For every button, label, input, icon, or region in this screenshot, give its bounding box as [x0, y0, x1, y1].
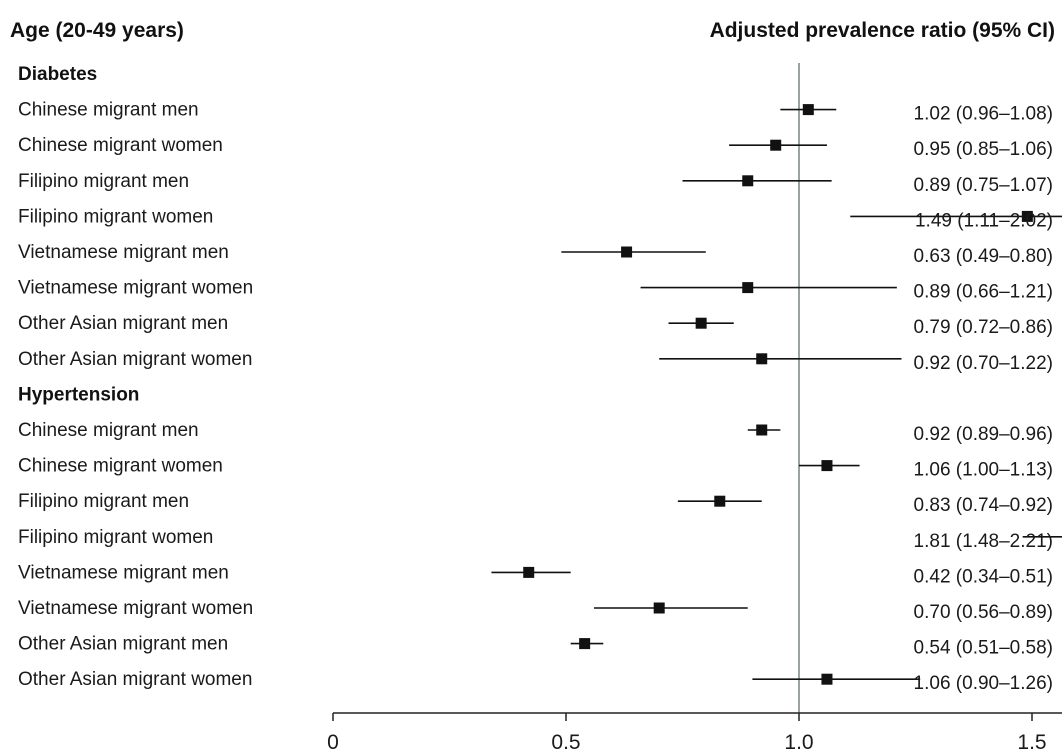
row-label: Other Asian migrant men	[18, 634, 228, 655]
x-axis-tick-label: 1.5	[1017, 731, 1046, 754]
point-estimate-marker	[742, 282, 754, 294]
point-estimate-marker	[802, 104, 814, 116]
header-age-group: Age (20-49 years)	[10, 19, 184, 42]
row-label: Chinese migrant men	[18, 420, 199, 441]
point-estimate-marker	[1021, 210, 1033, 222]
row-estimate-text: 0.79 (0.72–0.86)	[914, 317, 1053, 338]
point-estimate-marker	[756, 353, 768, 365]
row-estimate-text: 0.92 (0.89–0.96)	[914, 424, 1053, 445]
point-estimate-marker	[621, 246, 633, 258]
row-label: Filipino migrant women	[18, 206, 213, 227]
row-estimate-text: 1.06 (1.00–1.13)	[914, 460, 1053, 481]
point-estimate-marker	[523, 566, 535, 578]
row-estimate-text: 0.83 (0.74–0.92)	[914, 495, 1053, 516]
row-label: Vietnamese migrant men	[18, 242, 229, 263]
row-estimate-text: 0.89 (0.66–1.21)	[914, 282, 1053, 303]
point-estimate-marker	[821, 673, 833, 685]
row-estimate-text: 1.02 (0.96–1.08)	[914, 104, 1053, 125]
forest-rows: Diabetes Chinese migrant men 1.02 (0.96–1.…	[18, 64, 1062, 694]
point-estimate-marker	[770, 139, 782, 151]
point-estimate-marker	[742, 175, 754, 187]
row-label: Other Asian migrant women	[18, 669, 252, 690]
point-estimate-marker	[579, 638, 591, 650]
row-label: Filipino migrant men	[18, 171, 189, 192]
row-estimate-text: 1.49 (1.11–2.02)	[915, 210, 1053, 231]
group-heading-hypertension: Hypertension	[18, 384, 139, 405]
header-prevalence-ratio: Adjusted prevalence ratio (95% CI)	[710, 19, 1055, 42]
row-label: Other Asian migrant women	[18, 349, 252, 370]
x-axis: 00.51.01.52.0	[327, 712, 1062, 754]
row-label: Chinese migrant women	[18, 456, 223, 477]
row-estimate-text: 0.54 (0.51–0.58)	[914, 638, 1053, 659]
row-estimate-text: 0.92 (0.70–1.22)	[914, 353, 1053, 374]
row-estimate-text: 0.70 (0.56–0.89)	[914, 602, 1053, 623]
row-label: Chinese migrant women	[18, 135, 223, 156]
x-axis-tick-label: 1.0	[784, 731, 813, 754]
point-estimate-marker	[756, 424, 768, 436]
row-label: Vietnamese migrant men	[18, 562, 229, 583]
row-label: Vietnamese migrant women	[18, 278, 253, 299]
row-estimate-text: 0.95 (0.85–1.06)	[914, 139, 1053, 160]
row-estimate-text: 0.89 (0.75–1.07)	[914, 175, 1053, 196]
group-heading-diabetes: Diabetes	[18, 64, 97, 85]
row-estimate-text: 0.63 (0.49–0.80)	[914, 246, 1053, 267]
row-label: Vietnamese migrant women	[18, 598, 253, 619]
point-estimate-marker	[695, 317, 707, 329]
row-estimate-text: 0.42 (0.34–0.51)	[914, 566, 1053, 587]
point-estimate-marker	[653, 602, 665, 614]
row-label: Filipino migrant men	[18, 491, 189, 512]
x-axis-tick-label: 0.5	[551, 731, 580, 754]
row-label: Other Asian migrant men	[18, 313, 228, 334]
point-estimate-marker	[714, 495, 726, 507]
row-label: Filipino migrant women	[18, 527, 213, 548]
row-estimate-text: 1.81 (1.48–2.21)	[914, 531, 1053, 552]
point-estimate-marker	[821, 460, 833, 472]
row-estimate-text: 1.06 (0.90–1.26)	[914, 673, 1053, 694]
x-axis-tick-label: 0	[327, 731, 339, 754]
row-label: Chinese migrant men	[18, 100, 199, 121]
